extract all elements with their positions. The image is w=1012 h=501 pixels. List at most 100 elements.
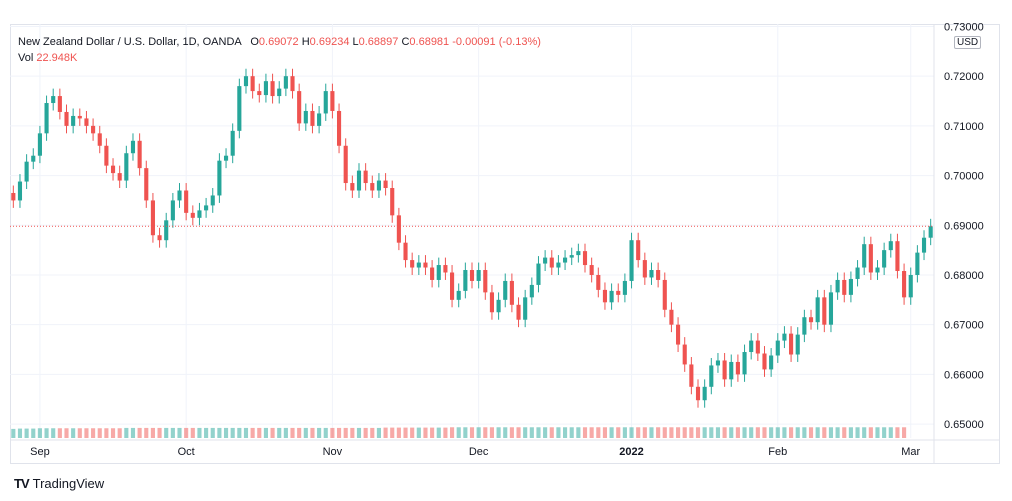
- candle-body: [808, 317, 814, 323]
- volume-bar: [323, 427, 328, 438]
- volume-bar: [290, 427, 295, 438]
- volume-bar: [808, 427, 814, 438]
- volume-bar: [423, 427, 428, 438]
- candle-body: [882, 250, 887, 268]
- volume-bar: [177, 427, 182, 438]
- candle-body: [789, 333, 794, 355]
- candle-body: [795, 334, 800, 355]
- candle-body: [71, 115, 76, 126]
- candle-body: [390, 188, 395, 216]
- volume-bar: [722, 427, 727, 438]
- candle-body: [243, 76, 249, 87]
- candle-body: [556, 262, 561, 268]
- volume-bar: [237, 427, 242, 438]
- volume-bar: [37, 428, 42, 438]
- candle-body: [376, 180, 381, 191]
- candle-body: [263, 81, 268, 96]
- price-tick-label: 0.69000: [944, 220, 984, 232]
- price-tick-label: 0.70000: [944, 171, 984, 183]
- volume-bar: [609, 427, 614, 438]
- volume-bar: [569, 427, 574, 438]
- volume-legend: Vol 22.948K: [18, 52, 77, 64]
- volume-bar: [895, 427, 900, 438]
- candle-body: [197, 210, 202, 218]
- low-value: 0.68897: [358, 36, 399, 48]
- candle-body: [137, 140, 142, 169]
- candle-body: [323, 91, 328, 114]
- price-tick-label: 0.68000: [944, 270, 984, 282]
- volume-bar: [283, 427, 288, 438]
- candle-body: [190, 212, 195, 218]
- volume-bar: [317, 427, 322, 438]
- volume-bar: [469, 427, 475, 438]
- volume-value: 22.948K: [36, 52, 78, 64]
- volume-bar: [503, 427, 508, 438]
- candle-body: [649, 270, 654, 278]
- candle-body: [144, 168, 149, 201]
- candle-body: [489, 292, 495, 313]
- candle-body: [769, 355, 774, 370]
- volume-bar: [662, 427, 667, 438]
- volume-bar: [576, 427, 581, 438]
- candle-body: [310, 110, 315, 126]
- volume-bar: [563, 427, 568, 438]
- volume-bar: [888, 427, 893, 438]
- candle-body: [669, 309, 674, 325]
- currency-badge[interactable]: USD: [954, 36, 982, 49]
- candle-body: [303, 110, 308, 124]
- tradingview-brand[interactable]: TV TradingView: [14, 476, 104, 491]
- volume-bar: [848, 427, 853, 438]
- time-tick-label: Dec: [469, 446, 489, 458]
- volume-bar: [589, 427, 594, 438]
- volume-bar: [483, 427, 488, 438]
- volume-bar: [17, 428, 23, 438]
- candle-body: [875, 267, 880, 273]
- volume-bar: [144, 427, 149, 438]
- ohlc-legend: New Zealand Dollar / U.S. Dollar, 1D, OA…: [18, 36, 541, 48]
- volume-bar: [104, 428, 109, 438]
- candle-body: [84, 118, 89, 126]
- volume-bar: [336, 427, 342, 438]
- volume-bar: [509, 427, 514, 438]
- volume-bar: [91, 428, 96, 438]
- candle-body: [848, 278, 853, 295]
- volume-bar: [882, 427, 887, 438]
- brand-name: TradingView: [32, 476, 105, 491]
- volume-bar: [263, 427, 268, 438]
- candle-body: [835, 279, 840, 293]
- volume-bar: [543, 427, 548, 438]
- candle-body: [350, 183, 355, 191]
- volume-bar: [622, 427, 627, 438]
- volume-bar: [77, 428, 82, 438]
- candle-body: [383, 180, 388, 189]
- volume-bar: [51, 428, 56, 438]
- candle-body: [356, 170, 362, 191]
- time-tick-label: 2022: [619, 446, 643, 458]
- volume-bar: [456, 427, 461, 438]
- volume-bar: [689, 427, 694, 438]
- volume-bar: [110, 428, 116, 438]
- candle-body: [336, 110, 342, 146]
- candle-body: [782, 333, 787, 341]
- candle-body: [742, 352, 747, 375]
- volume-bar: [556, 427, 561, 438]
- volume-bar: [243, 427, 249, 438]
- volume-bar: [436, 427, 441, 438]
- volume-bar: [649, 427, 654, 438]
- candle-body: [164, 220, 169, 241]
- candle-body: [223, 155, 229, 161]
- price-tick-label: 0.71000: [944, 121, 984, 133]
- candle-body: [749, 340, 754, 353]
- volume-bar: [44, 428, 49, 438]
- volume-bar: [729, 427, 734, 438]
- volume-bar: [782, 427, 787, 438]
- candle-body: [57, 96, 62, 112]
- volume-bar: [642, 427, 647, 438]
- volume-bar: [828, 427, 834, 438]
- volume-bar: [523, 427, 528, 438]
- candle-body: [184, 190, 189, 213]
- volume-bar: [476, 427, 481, 438]
- volume-bar: [769, 427, 774, 438]
- candle-body: [862, 244, 867, 268]
